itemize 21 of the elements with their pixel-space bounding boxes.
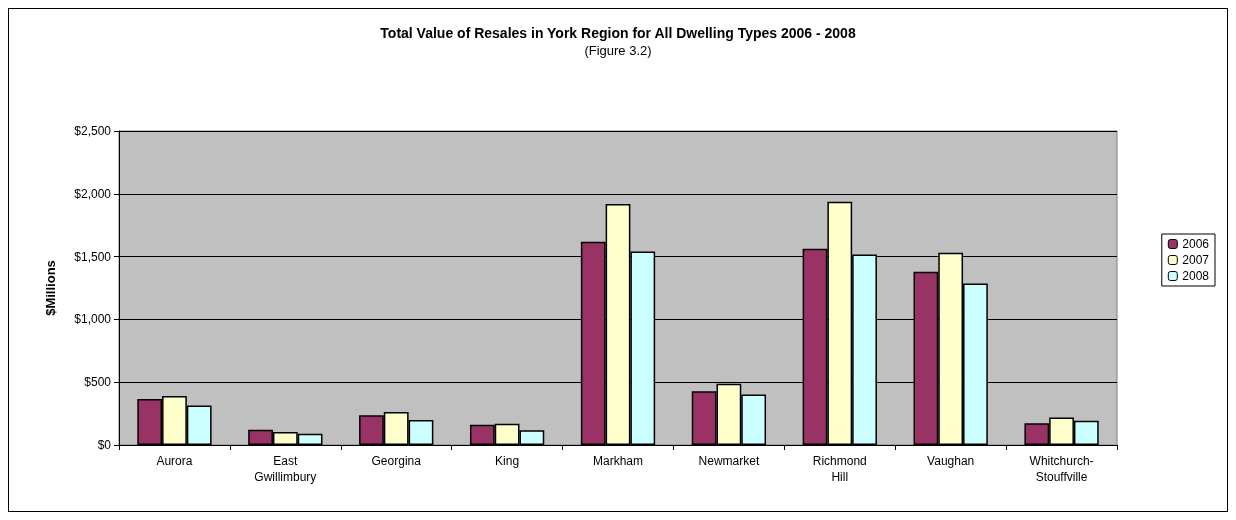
legend-label: 2008 xyxy=(1182,269,1210,283)
y-tick-label: $1,500 xyxy=(74,249,112,264)
x-tick-label: Aurora xyxy=(156,454,193,468)
x-tick-label: Vaughan xyxy=(927,454,975,468)
legend-label: 2007 xyxy=(1182,253,1210,267)
x-tick-label: Whitchurch- Stouffville xyxy=(1029,454,1094,484)
y-tick-label: $2,500 xyxy=(74,124,112,138)
x-tick-label: Markham xyxy=(592,454,644,468)
y-axis-title: $Millions xyxy=(43,260,58,316)
chart-title: Total Value of Resales in York Region for All Dwelling Types 2006 - 2008 xyxy=(380,25,856,41)
y-tick-label: $1,000 xyxy=(74,312,112,327)
x-tick-label: Newmarket xyxy=(698,454,760,468)
x-tick-label: Georgina xyxy=(371,454,422,468)
y-tick-label: $2,000 xyxy=(74,186,112,201)
x-tick-label: King xyxy=(495,454,520,468)
x-tick-label: East Gwillimbury xyxy=(254,454,317,484)
y-tick-label: $0 xyxy=(97,438,112,452)
legend-label: 2006 xyxy=(1182,237,1210,251)
y-tick-label: $500 xyxy=(84,375,112,390)
x-tick-label: Richmond Hill xyxy=(812,454,867,484)
chart-subtitle: (Figure 3.2) xyxy=(584,43,652,58)
